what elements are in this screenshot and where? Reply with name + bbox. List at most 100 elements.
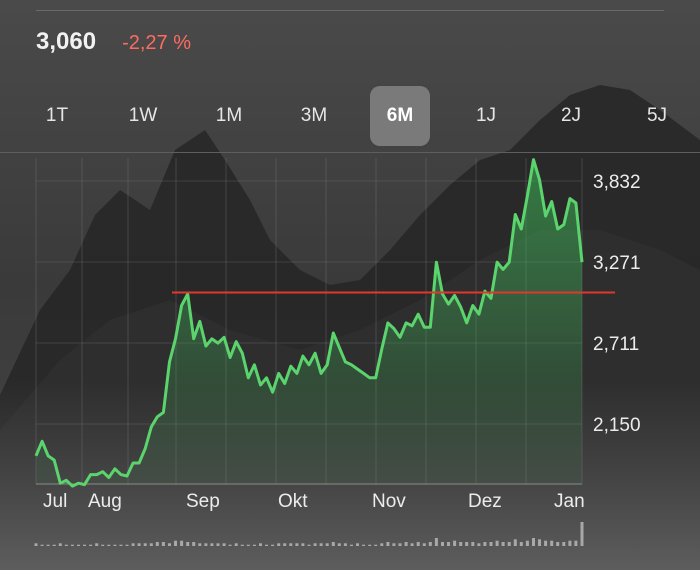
volume-bar xyxy=(416,542,420,546)
volume-bar xyxy=(180,540,184,546)
volume-bar xyxy=(283,543,287,546)
volume-bar xyxy=(362,544,366,546)
price-change: -2,27 % xyxy=(122,32,191,54)
x-tick-label: Aug xyxy=(88,491,122,512)
x-tick-label: Okt xyxy=(278,491,308,512)
price-area xyxy=(36,159,582,487)
volume-bar xyxy=(392,543,396,546)
volume-bar xyxy=(277,543,281,546)
range-tab-1j[interactable]: 1J xyxy=(475,105,497,126)
range-tab-2j[interactable]: 2J xyxy=(560,105,582,126)
volume-bar xyxy=(119,544,123,546)
volume-bar xyxy=(550,540,554,546)
volume-bar xyxy=(34,543,38,546)
volume-bar xyxy=(40,544,44,546)
volume-bar xyxy=(107,544,111,546)
range-tab-1m[interactable]: 1M xyxy=(215,105,243,126)
volume-bar xyxy=(507,542,511,546)
volume-bar xyxy=(301,543,305,546)
volume-bar xyxy=(428,542,432,546)
volume-bar xyxy=(556,542,560,546)
range-tab-6m[interactable]: 6M xyxy=(370,86,430,146)
volume-bar xyxy=(532,538,535,546)
top-divider xyxy=(36,10,664,11)
volume-bar xyxy=(350,544,353,546)
volume-bar xyxy=(83,544,86,546)
volume-bar xyxy=(447,542,450,546)
y-tick-label: 2,150 xyxy=(593,415,641,436)
volume-bar xyxy=(240,544,244,546)
volume-bar xyxy=(89,544,93,546)
volume-bar xyxy=(483,542,487,546)
volume-bar xyxy=(519,542,523,546)
volume-bar xyxy=(70,544,74,546)
volume-bar xyxy=(398,543,402,546)
tabs-divider xyxy=(0,152,700,153)
volume-bar xyxy=(125,544,129,546)
volume-bar xyxy=(434,538,438,546)
volume-bar xyxy=(252,544,256,546)
volume-bar xyxy=(568,540,572,546)
volume-bar xyxy=(77,544,80,546)
volume-bar xyxy=(501,542,505,546)
volume-bar xyxy=(204,543,208,546)
range-selector: 1T 1W 1M 3M 6M 1J 2J 5J xyxy=(0,86,700,146)
volume-bar xyxy=(368,544,372,546)
x-tick-label: Sep xyxy=(186,491,220,512)
volume-bar xyxy=(404,542,408,546)
x-tick-label: Nov xyxy=(372,491,406,512)
range-tab-1t[interactable]: 1T xyxy=(45,105,69,126)
volume-bar xyxy=(441,542,444,546)
volume-bar xyxy=(331,542,335,546)
volume-bar xyxy=(234,543,238,546)
x-axis-labels: Jul Aug Sep Okt Nov Dez Jan xyxy=(43,491,585,512)
volume-bar xyxy=(538,539,541,546)
volume-bar xyxy=(513,539,517,546)
volume-bar xyxy=(453,540,457,546)
volume-bar xyxy=(101,544,105,546)
y-tick-label: 3,832 xyxy=(593,172,641,193)
volume-bar xyxy=(477,543,481,546)
x-tick-label: Jul xyxy=(43,491,67,512)
volume-bar xyxy=(246,544,250,546)
volume-bar xyxy=(64,544,68,546)
volume-bar xyxy=(155,542,159,546)
volume-bar xyxy=(95,543,99,546)
volume-bar xyxy=(307,544,311,546)
range-tab-5j[interactable]: 5J xyxy=(646,105,668,126)
volume-bar xyxy=(495,540,499,546)
volume-bar xyxy=(325,543,329,546)
volume-bar xyxy=(574,540,578,546)
price-line xyxy=(34,158,584,488)
volume-bar xyxy=(259,543,262,546)
volume-bar xyxy=(143,543,147,546)
volume-bar xyxy=(174,540,177,546)
volume-bar xyxy=(374,544,378,546)
volume-bar xyxy=(161,542,165,546)
volume-bar xyxy=(386,542,390,546)
volume-bar xyxy=(222,543,226,546)
volume-bar xyxy=(295,543,299,546)
price-header: 3,060 -2,27 % xyxy=(36,28,191,62)
volume-bar xyxy=(343,543,347,546)
volume-bar xyxy=(544,540,548,546)
volume-bar xyxy=(192,542,196,546)
volume-bar xyxy=(289,543,293,546)
volume-bar xyxy=(198,543,202,546)
y-tick-label: 3,271 xyxy=(593,253,641,274)
volume-bar xyxy=(58,543,62,546)
volume-bar xyxy=(131,543,135,546)
y-tick-label: 2,711 xyxy=(593,334,639,355)
volume-bar xyxy=(271,544,275,546)
volume-bar xyxy=(580,522,584,546)
volume-bar xyxy=(52,544,56,546)
range-tab-1w[interactable]: 1W xyxy=(128,105,158,126)
volume-bar xyxy=(380,543,384,546)
volume-bar xyxy=(46,544,50,546)
volume-bar xyxy=(356,543,359,546)
range-tab-3m[interactable]: 3M xyxy=(300,105,328,126)
volume-bar xyxy=(216,543,220,546)
volume-bar xyxy=(459,542,463,546)
volume-bar xyxy=(337,543,341,546)
